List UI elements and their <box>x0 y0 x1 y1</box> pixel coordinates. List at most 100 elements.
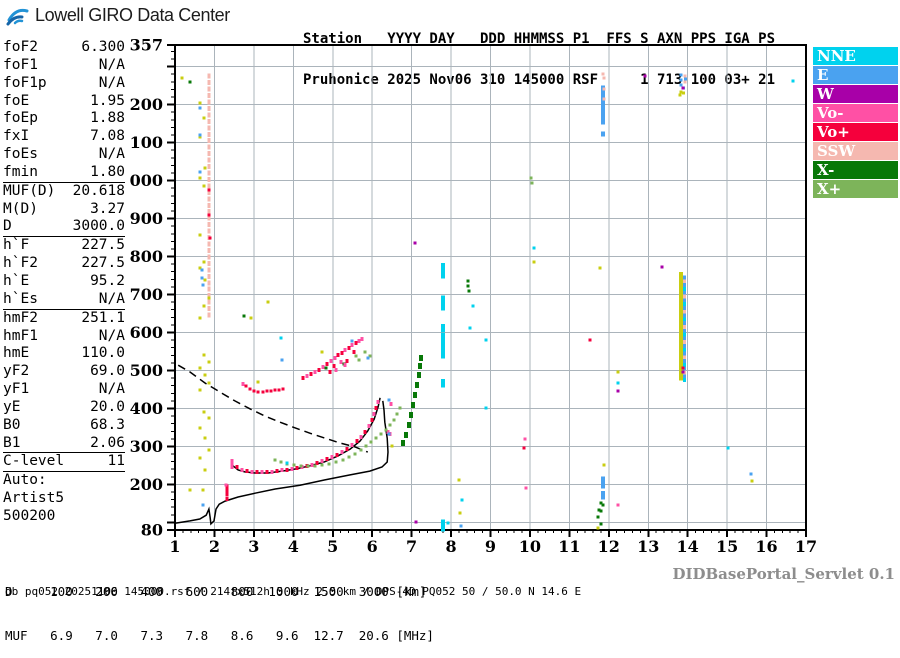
o-trace-echo-vo-plus <box>363 430 367 435</box>
file-info-footer: db pq052 20251106 145000.rsf / 214fx512h… <box>5 585 582 598</box>
x-trace-echo-x-plus <box>353 452 357 456</box>
rfi-column-mixed <box>683 336 687 341</box>
param-value: N/A <box>98 327 125 344</box>
noise-yellow <box>188 488 192 492</box>
noise-cyan <box>791 79 795 83</box>
legend-item-nne: NNE <box>813 47 898 65</box>
noise-red <box>207 188 211 192</box>
rfi-column-ssw <box>207 286 211 292</box>
distance-row: D 100 200 400 600 800 1000 1500 3000 [km… <box>5 584 427 599</box>
rfi-column-blue <box>600 491 605 497</box>
param-value: N/A <box>98 146 125 163</box>
second-hop-arc-high-pink <box>357 338 361 343</box>
o-trace-echo-vo-minus <box>230 464 234 469</box>
e-region-echo <box>225 492 229 497</box>
rfi-column-yellow <box>678 327 683 333</box>
param-group: C-level 11 <box>3 452 125 471</box>
noise-purple <box>413 241 417 245</box>
rfi-column-yellow <box>678 351 683 357</box>
y-tick-label: 800 <box>130 247 163 266</box>
noise-cyan <box>468 326 472 330</box>
rfi-column-ssw <box>207 209 211 215</box>
noise-yellow <box>458 511 462 515</box>
o-trace-echo-vo-plus <box>325 456 329 461</box>
y-tick-label: 1000 <box>130 171 163 190</box>
o-trace-echo-vo-minus <box>240 467 244 472</box>
rfi-column-blue <box>600 109 605 115</box>
x-minus-specks <box>188 80 192 84</box>
noise-yellow <box>202 410 206 414</box>
logo-text: Lowell GIRO Data Center <box>35 4 230 25</box>
x-tick-label: 17 <box>795 537 817 556</box>
second-hop-arc-high-pink <box>343 363 347 368</box>
noise-salmon <box>602 87 606 91</box>
noise-blue <box>679 73 683 77</box>
rfi-column-cyan <box>441 305 446 311</box>
o-trace-echo-vo-minus <box>376 400 380 405</box>
x-tick-label: 1 <box>169 537 180 556</box>
param-label: foF1 <box>3 56 38 73</box>
param-label: 500200 <box>3 507 56 524</box>
rfi-column-mixed <box>683 298 687 303</box>
noise-yellow <box>198 316 202 320</box>
rfi-column-ssw <box>207 183 211 189</box>
rfi-column-yellow <box>678 330 683 336</box>
second-hop-arc-low <box>244 384 248 388</box>
rfi-column-cyan <box>441 522 446 528</box>
noise-yellow <box>457 478 461 482</box>
rfi-column-mixed <box>683 286 687 291</box>
rfi-column-yellow <box>678 309 683 315</box>
param-row-hmf1: hmF1 N/A <box>3 328 125 346</box>
x-tick-label: 7 <box>406 537 417 556</box>
logo[interactable]: Lowell GIRO Data Center <box>6 4 230 26</box>
param-label: Auto: <box>3 472 47 489</box>
y-tick-label: 80 <box>141 521 163 540</box>
rfi-column-mixed <box>683 358 687 363</box>
rfi-column-yellow <box>678 271 683 277</box>
param-row-foes: foEs N/A <box>3 146 125 164</box>
o-trace-echo-vo-minus <box>386 430 390 435</box>
param-value: 1.80 <box>90 163 125 180</box>
legend-item-xminus: X- <box>813 161 898 179</box>
o-trace-echo-vo-plus <box>255 469 259 474</box>
param-row-d: D 3000.0 <box>3 218 125 236</box>
rfi-column-mixed <box>683 374 687 379</box>
noise-yellow <box>198 233 202 237</box>
param-label: D <box>3 218 12 235</box>
param-row-yf1: yF1 N/A <box>3 381 125 399</box>
rfi-column-yellow <box>678 306 683 312</box>
param-value: 227.5 <box>81 255 125 272</box>
x-trace-echo-x-minus <box>419 354 424 361</box>
x-trace-echo-x-plus <box>299 464 303 468</box>
rfi-column-ssw <box>207 260 211 266</box>
echo-direction-legend: NNE E W Vo- Vo+ SSW X- X+ <box>813 47 898 199</box>
noise-yellow <box>616 370 620 374</box>
x-tick-label: 5 <box>327 537 338 556</box>
param-label: fxI <box>3 128 30 145</box>
rfi-column-ssw <box>207 273 211 279</box>
rfi-column-yellow <box>678 293 683 299</box>
rfi-column-mixed <box>683 313 687 318</box>
param-value: N/A <box>98 74 125 91</box>
second-hop-arc-high-crimson <box>332 363 336 368</box>
param-value: 1.88 <box>90 110 125 127</box>
param-row-fof1p: foF1p N/A <box>3 75 125 93</box>
noise-blue <box>200 268 204 272</box>
rfi-column-ssw <box>207 215 211 221</box>
param-label: C-level <box>3 453 65 470</box>
x-trace-echo-x-minus <box>412 392 417 399</box>
param-row-auto: Auto: <box>3 472 125 490</box>
noise-yellow <box>203 278 207 282</box>
rfi-column-ssw <box>207 312 211 318</box>
x-trace-echo-x-plus <box>292 463 296 467</box>
param-value: N/A <box>98 56 125 73</box>
noise-yellow <box>202 184 206 188</box>
rfi-column-blue <box>600 131 605 137</box>
muf-distance-table: D 100 200 400 600 800 1000 1500 3000 [km… <box>5 556 434 658</box>
param-value: N/A <box>98 381 125 398</box>
noise-salmon <box>602 97 606 101</box>
rfi-column-cyan <box>441 323 446 329</box>
x-minus-specks <box>242 314 246 318</box>
second-hop-arc-high-crimson <box>317 368 321 373</box>
o-trace-echo-vo-minus <box>389 401 393 406</box>
